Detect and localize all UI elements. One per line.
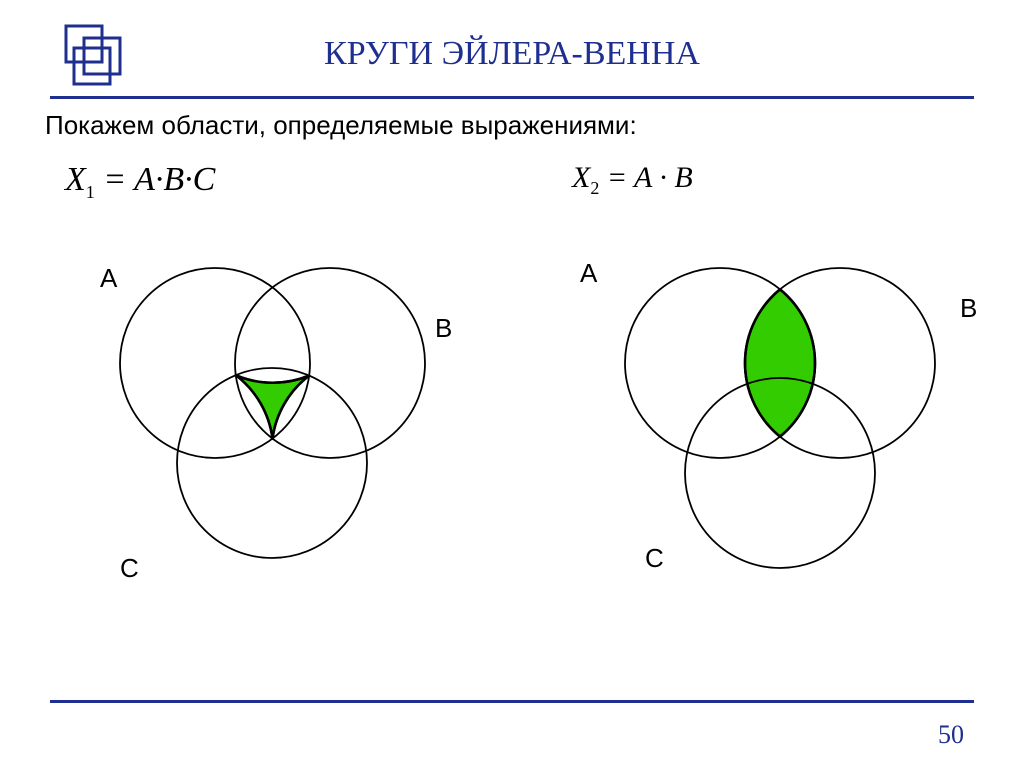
page-number: 50 bbox=[938, 720, 964, 750]
formula-x1: X1 = A·B·C bbox=[45, 161, 532, 203]
formula-x2: X2 = A · B bbox=[532, 161, 1024, 203]
venn-right-label-c: C bbox=[645, 543, 664, 574]
venn-right-label-b: B bbox=[960, 293, 977, 324]
formula-x2-sub: 2 bbox=[590, 178, 599, 198]
formula-row: X1 = A·B·C X2 = A · B bbox=[45, 161, 979, 203]
venn-left-label-a: A bbox=[100, 263, 117, 294]
formula-x1-rhs: = A·B·C bbox=[103, 161, 215, 198]
divider-bottom bbox=[50, 700, 974, 703]
slide-title: КРУГИ ЭЙЛЕРА-ВЕННА bbox=[0, 0, 1024, 73]
venn-left-label-b: B bbox=[435, 313, 452, 344]
venn-left-label-c: C bbox=[120, 553, 139, 584]
diagrams-area: A B C A B C bbox=[45, 223, 979, 643]
formula-x1-sub: 1 bbox=[86, 182, 95, 202]
intro-text: Покажем области, определяемые выражениям… bbox=[45, 110, 979, 141]
venn-right-label-a: A bbox=[580, 258, 597, 289]
slide-header: КРУГИ ЭЙЛЕРА-ВЕННА bbox=[0, 0, 1024, 90]
logo-icon bbox=[60, 20, 140, 95]
formula-x2-rhs: = A · B bbox=[607, 161, 693, 194]
formula-x2-var: X bbox=[572, 161, 590, 194]
venn-right: A B C bbox=[565, 223, 1005, 628]
slide-content: Покажем области, определяемые выражениям… bbox=[0, 90, 1024, 643]
formula-x1-var: X bbox=[65, 161, 86, 198]
venn-left: A B C bbox=[65, 223, 485, 628]
